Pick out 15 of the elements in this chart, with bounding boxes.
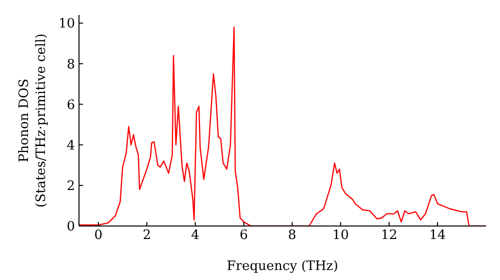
x-axis-title: Frequency (THz): [226, 259, 338, 274]
y-axis-title: Phonon DOS (States/THz·primitive cell): [17, 33, 49, 208]
y-tick-label: 4: [66, 138, 75, 154]
x-tick-label: 0: [94, 228, 103, 244]
x-tick-label: 8: [288, 228, 296, 244]
x-tick-label: 2: [142, 228, 151, 244]
y-tick-label: 2: [66, 179, 75, 194]
x-tick-label: 10: [332, 228, 349, 244]
y-tick-label: 10: [58, 16, 75, 32]
x-tick-label: 12: [380, 228, 398, 244]
y-tick-label: 6: [66, 98, 75, 113]
x-tick-label: 4: [191, 228, 200, 244]
y-tick-label: 8: [66, 57, 75, 72]
x-tick-label: 14: [429, 228, 446, 244]
x-tick-label: 6: [240, 228, 248, 244]
